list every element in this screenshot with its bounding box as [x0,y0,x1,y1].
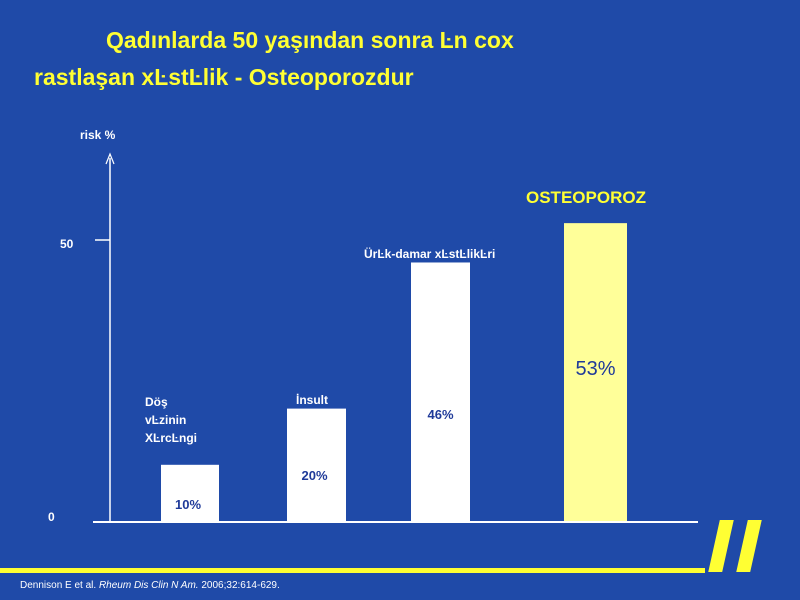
y-axis-label: risk % [80,128,116,142]
chart-axes [93,152,698,523]
bar [161,464,219,521]
y-tick-label: 0 [48,510,55,524]
y-axis-arrow [105,152,115,165]
footer-bar [0,568,705,573]
bar-value-label: 10% [175,497,201,512]
bar-value-label: 20% [301,468,327,483]
citation-authors: Dennison E et al. [20,580,99,591]
bar-category-label: OSTEOPOROZ [526,188,646,207]
citation: Dennison E et al. Rheum Dis Clin N Am. 2… [20,580,280,591]
citation-details: 2006;32:614-629. [198,580,280,591]
y-tick-label: 50 [60,237,74,251]
risk-bar-chart: risk % 0 50 10% Döş vĿzinin XĿrcĿngi 20% İnsult 4… [48,128,698,524]
bar-category-label: XĿrcĿngi [145,431,197,445]
bar-value-label: 53% [575,358,615,380]
chart-labels: risk % 0 50 10% Döş vĿzinin XĿrcĿngi 20% İnsult 4… [48,128,646,524]
slide-title-line-2: rastlaşan xĿstĿlik - Osteoporozdur [34,64,414,90]
bar-category-label: İnsult [296,392,328,407]
chart-bars [161,223,627,521]
bar [411,262,470,521]
slide-title-line-1: Qadınlarda 50 yaşından sonra Ŀn cox [106,27,514,53]
bar-category-label: Döş [145,395,168,409]
bar-value-label: 46% [427,407,453,422]
decorative-slash-logo [705,518,765,574]
bar [564,223,627,521]
bar [287,408,346,521]
bar-category-label: ÜrĿk-damar xĿstĿlikĿri [364,246,495,261]
bar-category-label: vĿzinin [145,413,186,427]
citation-journal: Rheum Dis Clin N Am. [98,580,199,591]
